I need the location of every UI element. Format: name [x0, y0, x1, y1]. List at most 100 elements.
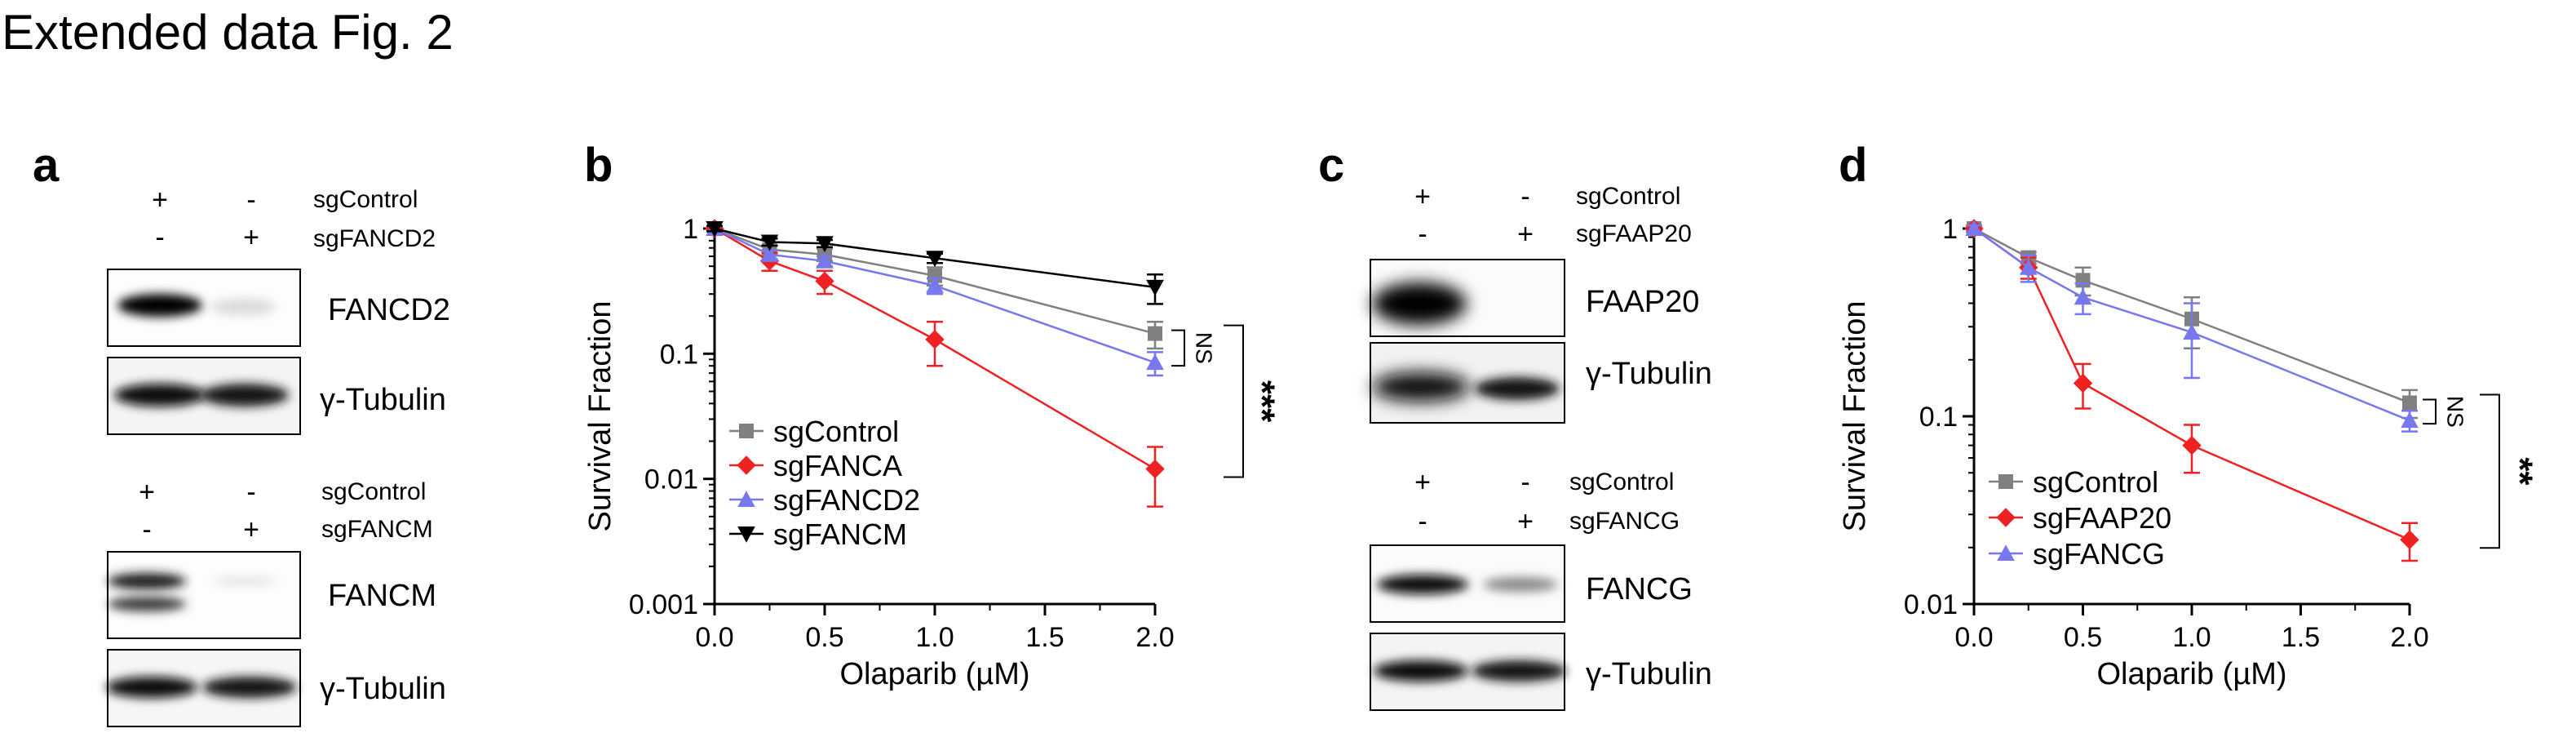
significance-bracket	[1224, 324, 1244, 478]
data-point	[2019, 258, 2038, 275]
significance-bracket	[2480, 393, 2500, 549]
band-label: FANCM	[328, 579, 436, 613]
panel-letter: c	[1318, 139, 1344, 192]
band-label: γ-Tubulin	[1586, 357, 1712, 391]
row-label: sgFANCM	[321, 516, 433, 543]
band-label: γ-Tubulin	[320, 672, 446, 706]
legend-item: sgFAAP20	[1989, 501, 2171, 535]
data-point	[2074, 288, 2092, 305]
legend-item: sgControl	[1989, 465, 2158, 499]
data-point	[2182, 435, 2202, 455]
lane-sign: +	[1517, 506, 1534, 537]
data-point	[927, 268, 942, 283]
western-blot-band	[1372, 282, 1467, 325]
row-label: sgControl	[1576, 183, 1680, 210]
series-sgFANCM	[706, 221, 1164, 305]
y-tick-label: 0.001	[629, 589, 698, 620]
lane-sign: -	[246, 184, 255, 215]
row-label: sgControl	[321, 478, 426, 505]
y-tick-label: 1	[683, 214, 698, 245]
data-point	[1146, 353, 1164, 371]
western-blot-band	[201, 384, 289, 406]
western-blot-band	[202, 677, 297, 698]
western-blot-band	[1483, 577, 1558, 592]
legend-item: sgFANCA	[729, 449, 902, 482]
panel-d-chart: d 1 0.1 0.010.0 0.5 1.0 1.5 2.0 Olaparib (µM) Su…	[1838, 139, 2539, 691]
lane-sign: -	[1520, 467, 1529, 498]
lane-sign: -	[1418, 219, 1427, 250]
legend-item: sgFANCD2	[729, 483, 920, 517]
significance-label: ***	[1242, 380, 1281, 423]
legend-label: sgFANCM	[773, 518, 907, 551]
lane-sign: +	[243, 222, 259, 253]
data-point	[1996, 508, 2016, 527]
band-label: FANCG	[1586, 572, 1693, 606]
western-blot-band	[212, 576, 277, 586]
x-tick-label: 1.5	[2282, 622, 2320, 653]
legend-label: sgFANCD2	[773, 483, 920, 517]
lane-sign: +	[152, 184, 168, 215]
data-point	[1965, 220, 1983, 236]
lane-sign: -	[1520, 181, 1529, 212]
row-label: sgFANCG	[1569, 508, 1680, 535]
legend-label: sgFAAP20	[2033, 501, 2171, 535]
data-point	[926, 277, 944, 293]
western-blot-band	[108, 573, 186, 589]
blot-frame	[107, 551, 301, 639]
data-point	[1998, 474, 2013, 489]
western-blot-band	[1472, 660, 1566, 682]
data-point	[1146, 279, 1164, 296]
x-tick-label: 1.5	[1025, 622, 1064, 653]
panel-letter: d	[1839, 139, 1867, 192]
y-tick-label: 0.1	[660, 339, 698, 370]
x-tick-label: 0.5	[805, 622, 843, 653]
western-blot-band	[1374, 660, 1468, 682]
lane-sign: -	[142, 514, 151, 545]
row-label: sgFANCD2	[313, 225, 436, 252]
x-tick-label: 2.0	[2390, 622, 2428, 653]
data-point	[737, 491, 755, 507]
lane-sign: -	[246, 477, 255, 508]
data-point	[2401, 411, 2419, 429]
data-point	[926, 251, 944, 268]
lane-sign: +	[1414, 467, 1431, 498]
significance-label: **	[2499, 457, 2539, 486]
row-label: sgControl	[1569, 469, 1674, 495]
y-axis-label: Survival Fraction	[1838, 301, 1872, 532]
data-point	[2400, 530, 2419, 549]
data-point	[816, 252, 834, 269]
western-blot-band	[106, 677, 197, 698]
western-blot-band	[1377, 575, 1468, 594]
legend-item: sgFANCM	[729, 518, 907, 551]
data-point	[816, 236, 834, 253]
lane-sign: +	[139, 477, 155, 508]
row-label: sgFAAP20	[1576, 220, 1692, 247]
significance-bracket	[2423, 398, 2437, 425]
data-point	[737, 455, 756, 475]
legend-item: sgControl	[729, 415, 899, 448]
western-blot-band	[210, 299, 276, 315]
data-point	[2402, 395, 2417, 411]
data-point	[739, 424, 754, 438]
y-tick-label: 0.01	[644, 464, 698, 495]
legend-label: sgFANCG	[2033, 537, 2165, 571]
y-axis-label: Survival Fraction	[583, 301, 617, 532]
western-blot-band	[1372, 372, 1470, 402]
data-point	[760, 246, 779, 262]
data-point	[815, 271, 834, 291]
western-blot-band	[114, 384, 206, 406]
band-label: γ-Tubulin	[320, 383, 446, 417]
series-sgFANCG	[1965, 220, 2419, 433]
lane-sign: +	[1517, 219, 1534, 250]
y-tick-label: 0.1	[1919, 402, 1958, 433]
significance-label: NS	[2443, 396, 2468, 428]
x-axis-label: Olaparib (µM)	[2096, 657, 2286, 691]
x-tick-label: 0.0	[695, 622, 733, 653]
figure-title: Extended data Fig. 2	[2, 5, 454, 60]
significance-label: NS	[1192, 332, 1217, 364]
band-label: FANCD2	[328, 293, 450, 327]
lane-sign: +	[243, 514, 259, 545]
panel-c: c + - sgControl - + sgFAAP20 FAAP20 γ-Tu…	[1318, 139, 1712, 711]
